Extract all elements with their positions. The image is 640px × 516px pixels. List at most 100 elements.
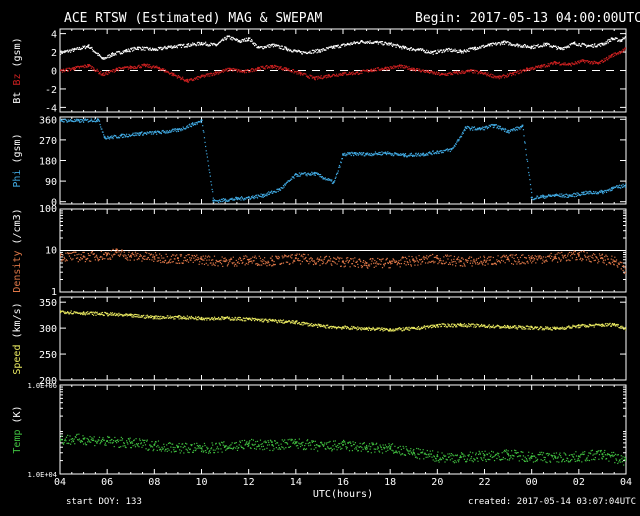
data-dot (327, 325, 328, 326)
data-dot (114, 70, 115, 71)
data-point (413, 259, 415, 261)
data-dot (357, 261, 358, 262)
data-dot (624, 37, 625, 38)
data-dot (99, 259, 100, 260)
data-dot (128, 51, 129, 52)
data-dot (229, 261, 230, 262)
data-dot (276, 320, 277, 321)
data-dot (515, 261, 516, 262)
data-dot (535, 255, 536, 256)
data-point (413, 68, 415, 70)
data-dot (91, 68, 92, 69)
data-dot (109, 72, 110, 73)
data-dot (542, 260, 543, 261)
data-dot (131, 48, 132, 49)
data-point (583, 59, 585, 61)
data-dot (528, 70, 529, 71)
data-dot (599, 253, 600, 254)
data-dot (177, 77, 178, 78)
data-dot (143, 135, 144, 136)
data-dot (349, 152, 350, 153)
data-dot (426, 155, 427, 156)
data-dot (234, 319, 235, 320)
data-dot (385, 263, 386, 264)
data-dot (442, 51, 443, 52)
data-dot (148, 132, 149, 133)
data-dot (213, 202, 214, 203)
data-dot (613, 188, 614, 189)
data-dot (330, 179, 331, 180)
data-dot (110, 314, 111, 315)
data-dot (197, 123, 198, 124)
data-dot (150, 47, 151, 48)
data-dot (303, 322, 304, 323)
data-dot (178, 75, 179, 76)
data-dot (363, 152, 364, 153)
data-dot (450, 255, 451, 256)
data-dot (403, 153, 404, 154)
data-dot (544, 198, 545, 199)
data-point (243, 70, 245, 72)
data-dot (457, 73, 458, 74)
data-dot (569, 260, 570, 261)
data-dot (73, 313, 74, 314)
data-dot (580, 61, 581, 62)
data-dot (477, 71, 478, 72)
data-dot (122, 67, 123, 68)
data-dot (413, 70, 414, 71)
data-dot (567, 47, 568, 48)
data-dot (146, 134, 147, 135)
data-dot (470, 129, 471, 130)
data-dot (148, 317, 149, 318)
data-dot (281, 48, 282, 49)
data-dot (119, 256, 120, 257)
data-dot (145, 318, 146, 319)
data-dot (528, 172, 529, 173)
data-dot (398, 262, 399, 263)
data-dot (201, 256, 202, 257)
data-point (587, 45, 589, 47)
data-dot (222, 70, 223, 71)
data-dot (386, 69, 387, 70)
data-dot (388, 263, 389, 264)
data-dot (317, 78, 318, 79)
data-dot (261, 264, 262, 265)
data-dot (212, 259, 213, 260)
data-dot (187, 315, 188, 316)
data-dot (88, 255, 89, 256)
data-dot (320, 78, 321, 79)
data-dot (173, 75, 174, 76)
data-dot (589, 191, 590, 192)
data-dot (134, 133, 135, 134)
data-dot (404, 261, 405, 262)
data-dot (443, 152, 444, 153)
data-dot (212, 189, 213, 190)
data-dot (379, 154, 380, 155)
data-point (488, 44, 490, 46)
data-dot (235, 40, 236, 41)
data-dot (500, 77, 501, 78)
data-dot (302, 53, 303, 54)
data-dot (161, 69, 162, 70)
data-dot (428, 261, 429, 262)
data-point (484, 72, 486, 74)
data-dot (203, 75, 204, 76)
data-dot (451, 49, 452, 50)
data-dot (450, 51, 451, 52)
data-dot (366, 265, 367, 266)
data-dot (175, 47, 176, 48)
data-dot (333, 257, 334, 258)
data-dot (113, 314, 114, 315)
data-dot (496, 259, 497, 260)
data-dot (576, 63, 577, 64)
data-dot (445, 255, 446, 256)
data-dot (91, 120, 92, 121)
data-dot (253, 197, 254, 198)
data-dot (135, 135, 136, 136)
data-dot (169, 317, 170, 318)
data-dot (619, 51, 620, 52)
data-dot (112, 55, 113, 56)
data-dot (183, 44, 184, 45)
data-dot (113, 53, 114, 54)
data-dot (529, 257, 530, 258)
